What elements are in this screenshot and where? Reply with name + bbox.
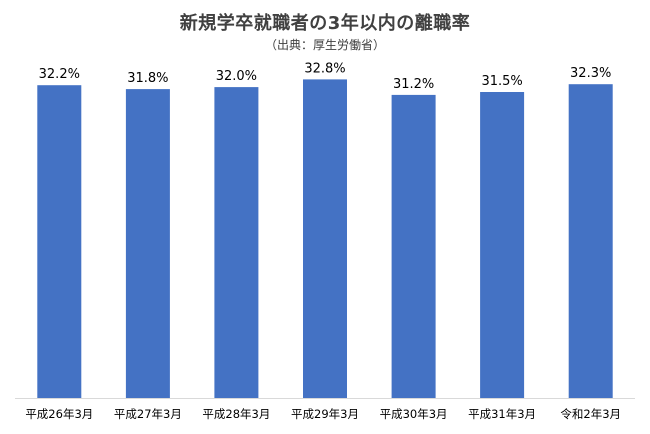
data-label-1: 32.2% xyxy=(39,67,80,82)
data-label-6: 31.5% xyxy=(481,74,522,89)
chart-title: 新規学卒就職者の3年以内の離職率 xyxy=(179,13,471,34)
bar-1 xyxy=(37,85,82,398)
x-tick-label-4: 平成29年3月 xyxy=(291,407,359,421)
bar-3 xyxy=(214,87,259,398)
chart-subtitle: （出典：厚生労働省） xyxy=(264,38,385,52)
data-label-4: 32.8% xyxy=(304,61,345,76)
data-label-2: 31.8% xyxy=(127,71,168,86)
x-tick-label-3: 平成28年3月 xyxy=(202,407,270,421)
x-tick-label-2: 平成27年3月 xyxy=(114,407,182,421)
data-label-7: 32.3% xyxy=(570,66,611,81)
bar-5 xyxy=(391,94,436,399)
bar-4 xyxy=(303,79,347,399)
x-tick-label-5: 平成30年3月 xyxy=(380,407,448,421)
x-tick-label-1: 平成26年3月 xyxy=(25,407,93,421)
data-label-5: 31.2% xyxy=(393,77,434,92)
x-tick-label-7: 令和2年3月 xyxy=(560,407,621,421)
x-tick-label-6: 平成31年3月 xyxy=(468,407,536,421)
data-label-3: 32.0% xyxy=(216,69,257,84)
bar-2 xyxy=(125,89,170,398)
bar-7 xyxy=(568,84,613,398)
bar-6 xyxy=(480,92,525,398)
